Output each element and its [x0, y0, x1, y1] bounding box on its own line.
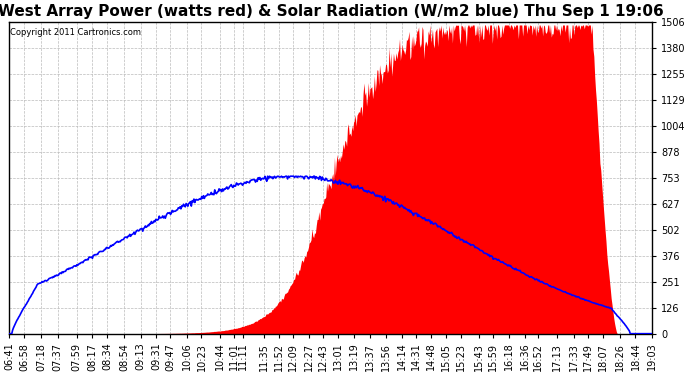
- Text: Copyright 2011 Cartronics.com: Copyright 2011 Cartronics.com: [10, 28, 141, 37]
- Title: West Array Power (watts red) & Solar Radiation (W/m2 blue) Thu Sep 1 19:06: West Array Power (watts red) & Solar Rad…: [0, 4, 663, 19]
